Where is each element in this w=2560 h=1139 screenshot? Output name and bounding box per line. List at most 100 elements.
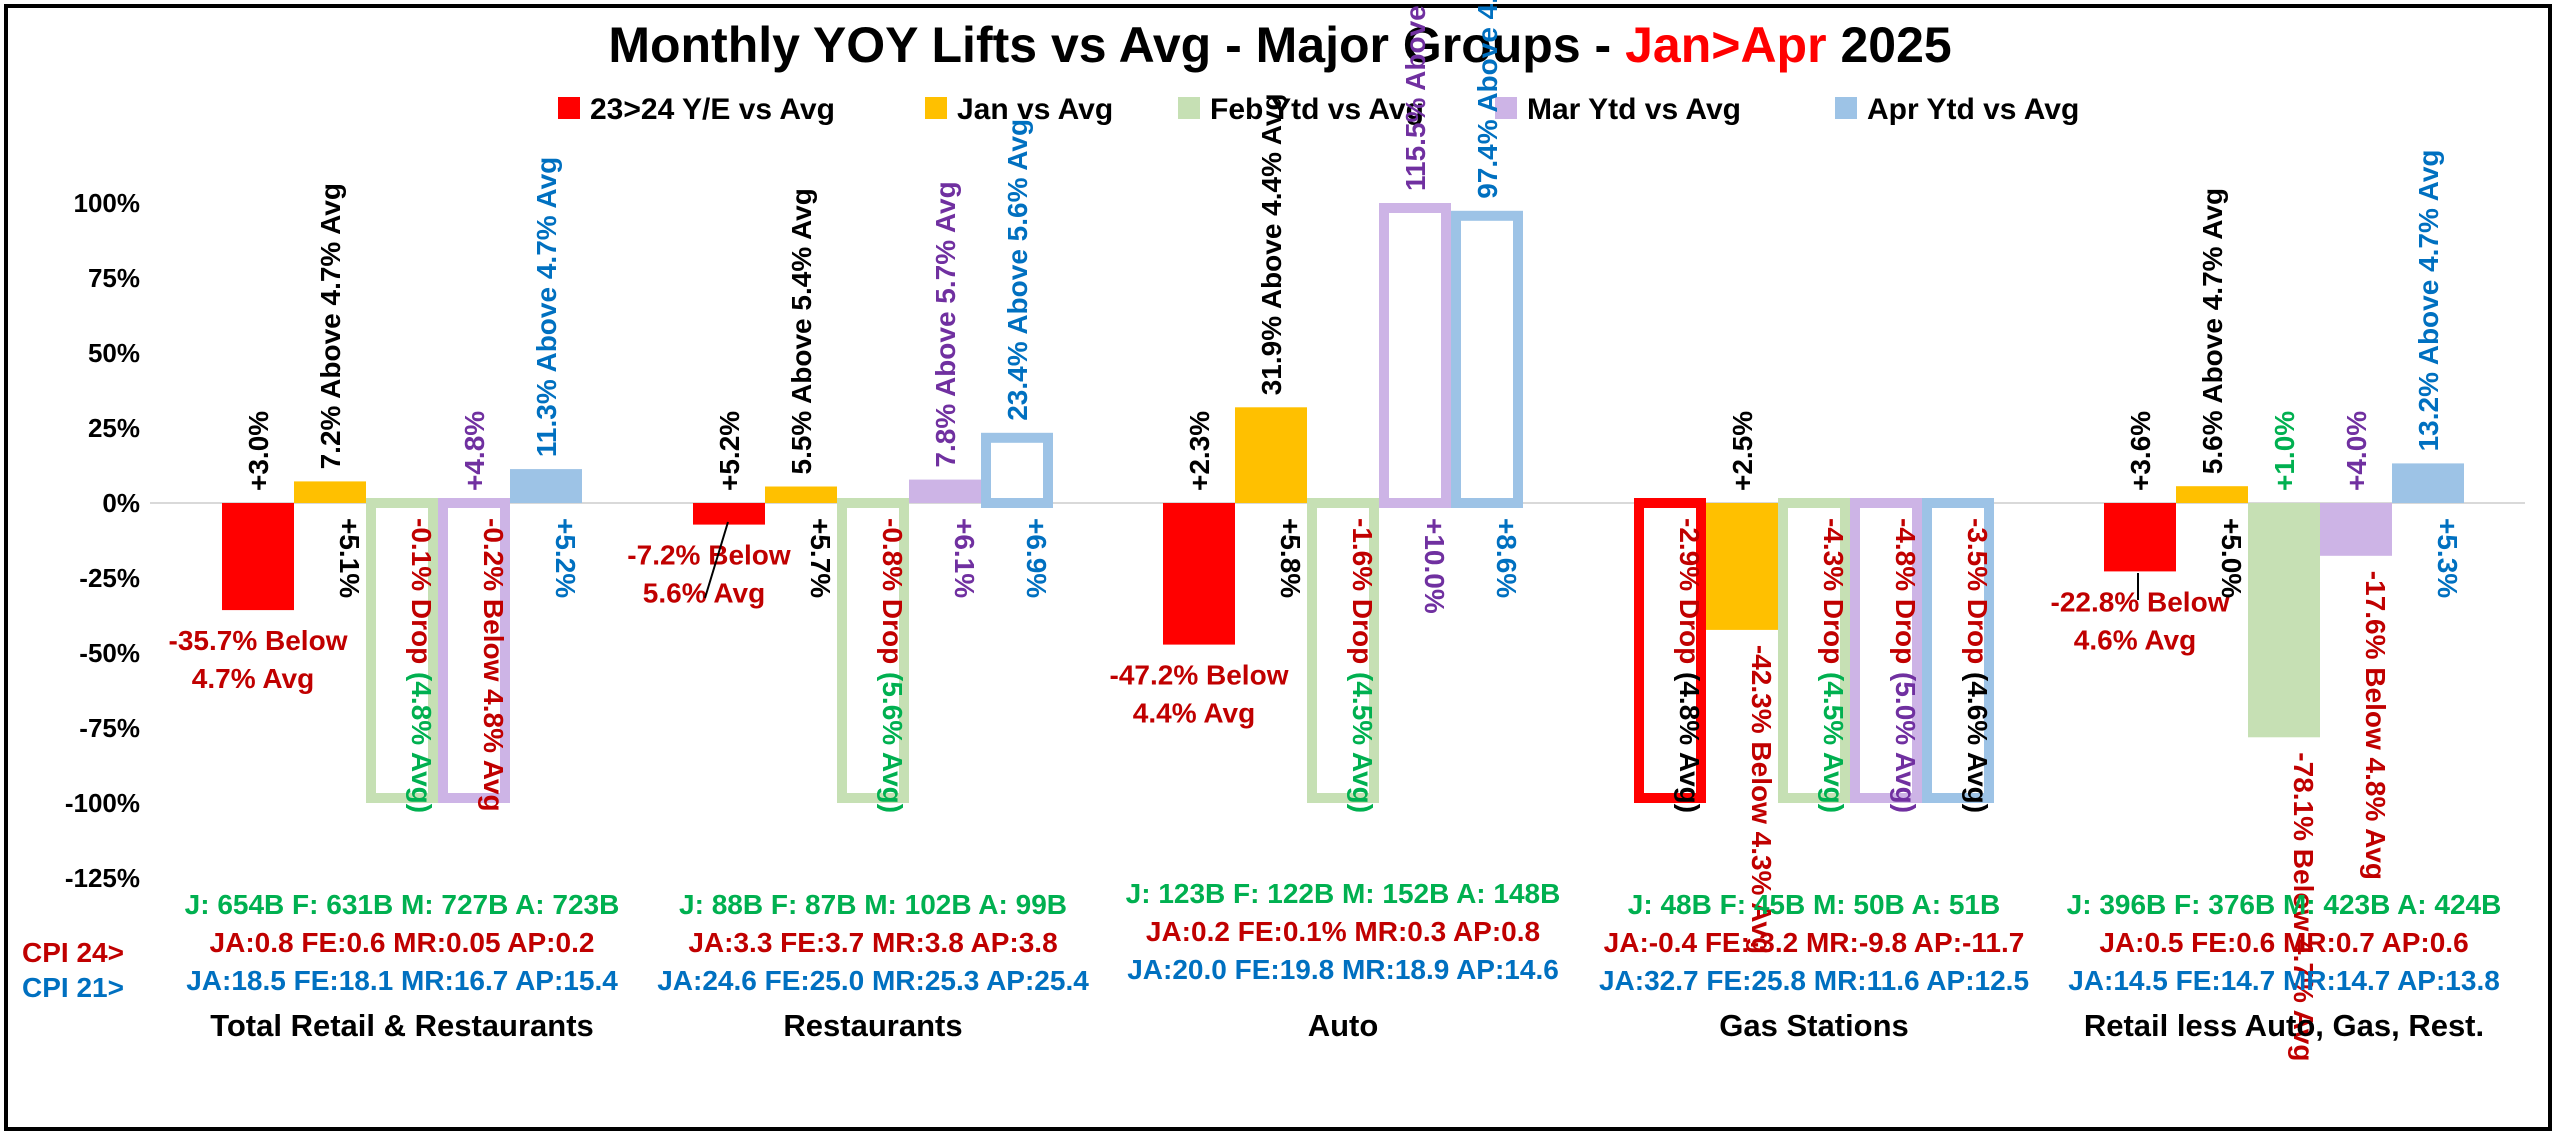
data-label-pos-2-4: +2.5% <box>1727 411 1758 491</box>
data-label-pos-2-1: 7.2% Above 4.7% Avg <box>315 183 346 469</box>
footer-sales-3: J: 123B F: 122B M: 152B A: 148B <box>1126 878 1561 909</box>
data-label-neg-3-4: -4.3% Drop (4.5% Avg) <box>1818 518 1849 813</box>
y-tick-label: 75% <box>88 263 140 293</box>
data-label-pos-2-5: 5.6% Above 4.7% Avg <box>2197 188 2228 474</box>
footer-cpi21-2: JA:24.6 FE:25.0 MR:25.3 AP:25.4 <box>657 965 1089 996</box>
data-label-pos-4-1: +4.8% <box>459 411 490 491</box>
y-tick-label: 0% <box>102 488 140 518</box>
leader-line <box>704 521 729 599</box>
bar-1-cat-5 <box>2104 503 2176 572</box>
bar-5-cat-4 <box>1922 498 1994 803</box>
bar-1-cat-3 <box>1163 503 1235 645</box>
y-tick-label: -50% <box>79 638 140 668</box>
data-label-neg-1-3: -47.2% Below <box>1110 660 1289 691</box>
data-label-neg-1-4: -2.9% Drop (4.8% Avg) <box>1674 518 1705 813</box>
bar-3-cat-3 <box>1307 498 1379 803</box>
chart-title-part1: Monthly YOY Lifts vs Avg - Major Groups … <box>608 17 1625 73</box>
data-label-pos-1-3: +2.3% <box>1184 411 1215 491</box>
category-label-1: Total Retail & Restaurants <box>210 1008 594 1043</box>
data-label-neg-3-2: -0.8% Drop (5.6% Avg) <box>877 518 908 813</box>
data-label-neg-2-3: +5.8% <box>1275 518 1306 598</box>
bar-1-cat-1 <box>222 503 294 611</box>
bar-1-cat-2 <box>693 503 765 525</box>
bar-3-cat-4 <box>1778 498 1850 803</box>
bar-5-cat-5 <box>2392 463 2464 503</box>
footer-cpi24-3: JA:0.2 FE:0.1% MR:0.3 AP:0.8 <box>1146 916 1540 947</box>
data-label-pos-4-3: 115.5% Above 4.6% Avg <box>1400 0 1431 191</box>
legend-label-4: Mar Ytd vs Avg <box>1527 93 1741 126</box>
legend-label-1: 23>24 Y/E vs Avg <box>590 93 835 126</box>
bar-2-cat-1 <box>294 481 366 503</box>
legend: 23>24 Y/E vs Avg Jan vs Avg Feb Ytd vs Avg… <box>558 93 2079 126</box>
data-label-neg-3-1: -0.1% Drop (4.8% Avg) <box>406 518 437 813</box>
data-label-neg-5-1: +5.2% <box>550 518 581 598</box>
footer-sales-2: J: 88B F: 87B M: 102B A: 99B <box>679 889 1067 920</box>
chart-title: Monthly YOY Lifts vs Avg - Major Groups … <box>608 17 1951 73</box>
cpi21-side-label: CPI 21> <box>22 972 124 1003</box>
category-label-2: Restaurants <box>783 1008 962 1043</box>
y-tick-label: 50% <box>88 338 140 368</box>
bar-3-cat-5 <box>2248 503 2320 738</box>
y-tick-label: 25% <box>88 413 140 443</box>
bars <box>222 203 2464 803</box>
data-label-neg-1-1: 4.7% Avg <box>192 663 314 694</box>
data-label-neg-1-3: 4.4% Avg <box>1133 698 1255 729</box>
bar-2-cat-3 <box>1235 407 1307 503</box>
footer-cpi24-5: JA:0.5 FE:0.6 MR:0.7 AP:0.6 <box>2099 927 2468 958</box>
data-label-pos-1-5: +3.6% <box>2125 411 2156 491</box>
y-tick-label: -125% <box>65 863 140 893</box>
data-label-neg-1-1: -35.7% Below <box>169 625 348 656</box>
data-label-neg-1-5: 4.6% Avg <box>2074 624 2196 655</box>
y-axis: -125% -100% -75% -50% -25% 0% 25% 50% 75% 100% <box>65 188 140 893</box>
data-label-pos-1-1: +3.0% <box>243 411 274 491</box>
data-label-neg-5-3: +8.6% <box>1491 518 1522 598</box>
legend-swatch-1 <box>558 97 580 119</box>
bar-4-cat-2 <box>909 479 981 503</box>
bar-1-cat-4 <box>1634 498 1706 803</box>
footer-cpi21-4: JA:32.7 FE:25.8 MR:11.6 AP:12.5 <box>1599 965 2029 996</box>
bar-2-cat-5 <box>2176 486 2248 503</box>
data-label-neg-3-5: -78.1% Below 4.7% Avg <box>2288 752 2319 1061</box>
legend-label-5: Apr Ytd vs Avg <box>1867 93 2079 126</box>
data-label-pos-5-3: 97.4% Above 4.4% Avg <box>1472 0 1503 199</box>
data-label-neg-2-4: -42.3% Below 4.3% Avg <box>1746 645 1777 954</box>
data-label-neg-1-5: -22.8% Below <box>2051 586 2230 617</box>
category-label-3: Auto <box>1308 1008 1379 1043</box>
data-label-neg-2-2: +5.7% <box>805 518 836 598</box>
bar-3-cat-2 <box>837 498 909 803</box>
footer-cpi24-4: JA:-0.4 FE:-3.2 MR:-9.8 AP:-11.7 <box>1604 927 2025 958</box>
data-label-neg-1-2: -7.2% Below <box>627 540 791 571</box>
data-label-pos-4-2: 7.8% Above 5.7% Avg <box>930 181 961 467</box>
bar-4-cat-3 <box>1379 203 1451 508</box>
data-label-pos-1-2: +5.2% <box>714 411 745 491</box>
data-label-neg-4-2: +6.1% <box>949 518 980 598</box>
bar-4-cat-1 <box>438 498 510 803</box>
footer-cpi21-5: JA:14.5 FE:14.7 MR:14.7 AP:13.8 <box>2068 965 2500 996</box>
legend-swatch-2 <box>925 97 947 119</box>
footer-cpi21-1: JA:18.5 FE:18.1 MR:16.7 AP:15.4 <box>186 965 618 996</box>
y-tick-label: -100% <box>65 788 140 818</box>
data-label-neg-5-5: +5.3% <box>2432 518 2463 598</box>
footer-cpi21-3: JA:20.0 FE:19.8 MR:18.9 AP:14.6 <box>1127 954 1559 985</box>
footer-sales-4: J: 48B F: 45B M: 50B A: 51B <box>1628 889 2000 920</box>
y-tick-label: -25% <box>79 563 140 593</box>
data-label-neg-4-1: -0.2% Below 4.8% Avg <box>478 518 509 812</box>
bar-3-cat-1 <box>366 498 438 803</box>
data-label-neg-5-2: +6.9% <box>1021 518 1052 598</box>
legend-swatch-4 <box>1495 97 1517 119</box>
footer-cpi24-2: JA:3.3 FE:3.7 MR:3.8 AP:3.8 <box>688 927 1057 958</box>
data-label-pos-3-5: +1.0% <box>2269 411 2300 491</box>
legend-label-3: Feb Ytd vs Avg <box>1210 93 1424 126</box>
data-label-neg-4-4: -4.8% Drop (5.0% Avg) <box>1890 518 1921 813</box>
data-labels: -35.7% Below 4.7% Avg +3.0% +5.1% 7.2% Above… <box>169 0 2463 1061</box>
data-label-pos-4-5: +4.0% <box>2341 411 2372 491</box>
y-tick-label: -75% <box>79 713 140 743</box>
legend-swatch-5 <box>1835 97 1857 119</box>
cpi24-side-label: CPI 24> <box>22 937 124 968</box>
data-label-pos-2-3: 31.9% Above 4.4% Avg <box>1256 93 1287 395</box>
footer-sales-1: J: 654B F: 631B M: 727B A: 723B <box>185 889 620 920</box>
bar-5-cat-1 <box>510 469 582 503</box>
category-footers: J: 654B F: 631B M: 727B A: 723B JA:0.8 FE… <box>185 878 2502 1043</box>
data-label-pos-2-2: 5.5% Above 5.4% Avg <box>786 188 817 474</box>
